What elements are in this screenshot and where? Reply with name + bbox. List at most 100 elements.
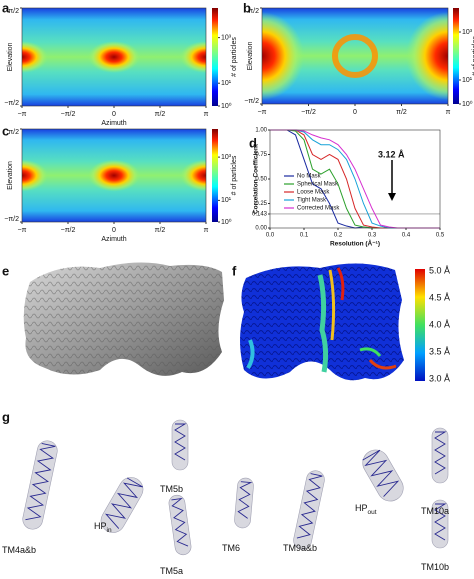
segment-label: TM5b	[160, 484, 183, 494]
colorbar-tick-label: 10³	[221, 154, 232, 161]
segment-subscript: out	[368, 509, 377, 516]
helix-model	[237, 481, 253, 519]
density-blob	[88, 41, 140, 73]
helix-model	[434, 503, 447, 541]
density-blob	[22, 41, 48, 73]
x-tick-label: 0.3	[368, 233, 377, 239]
legend-label: Loose Mask	[297, 190, 330, 196]
segment-label: TM6	[222, 543, 240, 553]
helix-model	[104, 477, 144, 529]
segment-label: HPout	[355, 503, 377, 515]
colorbar-tick-label: 3.5 Å	[429, 346, 450, 356]
helix-density	[431, 427, 449, 484]
x-axis-label: Resolution (Å⁻¹)	[330, 239, 380, 248]
helix-density	[171, 419, 189, 471]
y-tick-label: π/2	[8, 8, 19, 15]
x-tick-label: 0	[112, 227, 116, 234]
legend-label: Spherical Mask	[297, 182, 339, 188]
colorbar	[415, 269, 425, 381]
colorbar-label: # of particles	[231, 37, 238, 77]
y-tick-label: 0.25	[255, 201, 267, 207]
panel-label: c	[2, 123, 9, 138]
helix-mesh	[431, 427, 449, 484]
y-tick-label: π/2	[248, 8, 259, 15]
helix-density	[431, 499, 449, 549]
segment-name: TM4a&b	[2, 545, 36, 555]
segment-label: TM9a&b	[283, 543, 317, 553]
x-tick-label: 0.0	[266, 233, 275, 239]
x-tick-label: π/2	[155, 111, 166, 118]
panel-label: b	[243, 0, 251, 15]
y-axis-label: Elevation	[247, 41, 254, 70]
density-blob	[22, 159, 48, 192]
helix-mesh	[362, 449, 404, 502]
x-tick-label: 0.4	[402, 233, 411, 239]
colorbar-label: # of particles	[472, 36, 474, 76]
y-axis-label: Elevation	[7, 161, 14, 190]
arrow-head	[388, 193, 396, 201]
colorbar-tick-label: 10³	[462, 29, 473, 36]
helix-density	[100, 477, 144, 533]
segment-name: TM10b	[421, 562, 449, 572]
x-tick-label: −π	[18, 111, 27, 118]
segment-name: HP	[355, 503, 368, 513]
y-tick-label: 0.75	[255, 152, 267, 158]
colorbar-tick-label: 4.5 Å	[429, 292, 450, 302]
legend-label: No Mask	[297, 174, 322, 180]
x-tick-label: 0	[353, 109, 357, 116]
segment-name: TM5b	[160, 484, 183, 494]
segment-subscript: in	[107, 527, 112, 534]
x-tick-label: π	[446, 109, 451, 116]
density-blob	[180, 41, 206, 73]
colorbar-tick-label: 10¹	[462, 77, 473, 84]
helix-density	[293, 470, 325, 550]
x-tick-label: π/2	[396, 109, 407, 116]
segment-label: TM10b	[421, 562, 449, 572]
helix-mesh	[100, 477, 144, 533]
y-tick-label: 0.143	[252, 212, 268, 218]
helix-mesh	[168, 494, 192, 556]
helix-mesh	[431, 499, 449, 549]
helix-model	[174, 423, 187, 461]
y-tick-label: π/2	[8, 129, 19, 136]
y-tick-label: 0.50	[255, 177, 267, 183]
x-tick-label: −π	[258, 109, 267, 116]
colorbar	[212, 8, 218, 106]
colorbar-tick-label: 5.0 Å	[429, 265, 450, 275]
y-tick-label: −π/2	[244, 98, 259, 105]
colorbar-label: # of particles	[231, 155, 238, 195]
x-tick-label: 0.2	[334, 233, 343, 239]
segment-name: TM5a	[160, 566, 183, 576]
colorbar-tick-label: 3.0 Å	[429, 373, 450, 383]
segment-name: TM9a&b	[283, 543, 317, 553]
x-tick-label: π	[204, 111, 209, 118]
segment-label: TM10a	[421, 506, 449, 516]
colorbar-tick-label: 4.0 Å	[429, 319, 450, 329]
helix-density	[168, 494, 192, 556]
panel-label: d	[249, 135, 257, 150]
x-tick-label: −π/2	[301, 109, 316, 116]
panel-label: f	[232, 263, 237, 278]
segment-label: TM5a	[160, 566, 183, 576]
x-tick-label: −π/2	[61, 227, 76, 234]
local-resolution-map	[240, 263, 425, 381]
colorbar-tick-label: 10⁰	[221, 102, 232, 110]
y-axis-label: Elevation	[7, 42, 14, 71]
x-tick-label: π	[204, 227, 209, 234]
helix-density	[22, 440, 58, 530]
x-tick-label: −π	[18, 227, 27, 234]
panel-label: g	[2, 409, 10, 424]
density-ring	[332, 34, 378, 78]
heatmap	[22, 129, 206, 222]
x-tick-label: π/2	[155, 227, 166, 234]
colorbar-tick-label: 10¹	[221, 80, 232, 87]
colorbar	[212, 129, 218, 222]
x-axis-label: Azimuth	[101, 120, 126, 127]
y-tick-label: −π/2	[4, 100, 19, 107]
segment-name: HP	[94, 521, 107, 531]
segment-label: HPin	[94, 521, 112, 533]
annotation: 3.12 Å	[378, 149, 405, 159]
helix-density	[234, 477, 254, 529]
colorbar-tick-label: 10³	[221, 34, 232, 41]
